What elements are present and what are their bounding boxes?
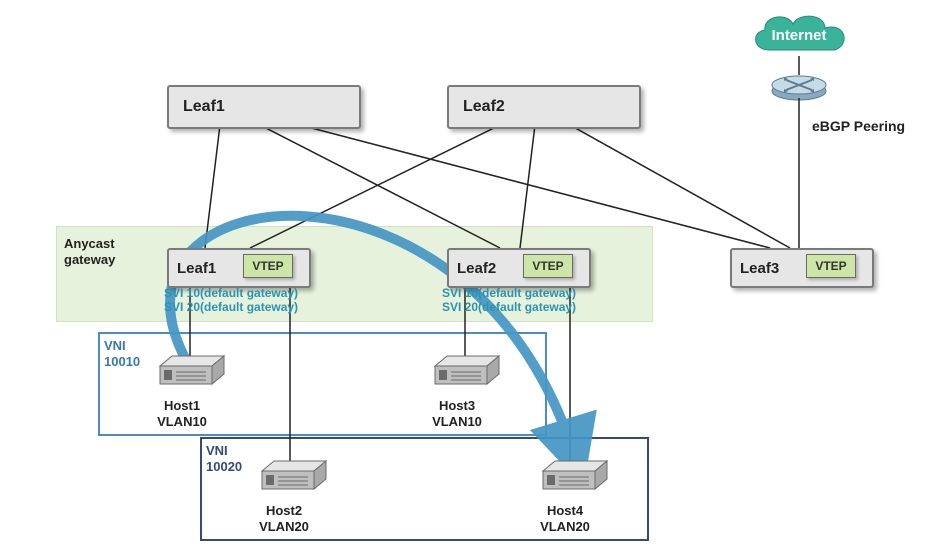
host4-vlan: VLAN20 [540,519,590,534]
leaf1-svi10: SVI 10(default gateway) [164,286,298,300]
host4-label: Host4 VLAN20 [510,503,620,536]
spine-leaf2-label: Leaf2 [463,98,505,116]
leaf2-svi10: SVI 10(default gateway) [442,286,576,300]
diagram-stage: Anycast gateway VNI 10010 VNI 10020 Inte… [0,0,945,554]
leaf1-label: Leaf1 [177,260,216,277]
host4-server-icon [535,457,610,495]
host2-vlan: VLAN20 [259,519,309,534]
leaf1-vtep-badge: VTEP [243,254,293,278]
host3-name: Host3 [439,398,475,413]
host1-name: Host1 [164,398,200,413]
host3-label: Host3 VLAN10 [402,398,512,431]
leaf2-vtep-badge: VTEP [523,254,573,278]
host4-name: Host4 [547,503,583,518]
spine-leaf2-node: Leaf2 [447,85,641,129]
host1-label: Host1 VLAN10 [127,398,237,431]
leaf1-svi20: SVI 20(default gateway) [164,300,298,314]
ebgp-peering-label: eBGP Peering [812,118,905,134]
leaf2-svi-text: SVI 10(default gateway) SVI 20(default g… [442,286,576,315]
leaf2-vtep-text: VTEP [532,259,563,273]
host3-vlan: VLAN10 [432,414,482,429]
leaf3-vtep-badge: VTEP [806,254,856,278]
leaf3-label: Leaf3 [740,260,779,277]
host1-server-icon [152,352,227,390]
host2-server-icon [254,457,329,495]
host2-name: Host2 [266,503,302,518]
vni-10010-label-l2: 10010 [104,354,140,369]
host1-vlan: VLAN10 [157,414,207,429]
internet-label: Internet [745,8,853,62]
host2-label: Host2 VLAN20 [229,503,339,536]
leaf2-svi20: SVI 20(default gateway) [442,300,576,314]
spine-leaf1-node: Leaf1 [167,85,361,129]
vni-10020-label-l2: 10020 [206,459,242,474]
leaf2-label: Leaf2 [457,260,496,277]
vni-10020-label: VNI 10020 [206,443,242,476]
leaf1-svi-text: SVI 10(default gateway) SVI 20(default g… [164,286,298,315]
vni-10010-label-l1: VNI [104,338,126,353]
spine-leaf1-label: Leaf1 [183,98,225,116]
vni-10020-label-l1: VNI [206,443,228,458]
vni-10010-label: VNI 10010 [104,338,140,371]
internet-cloud: Internet [745,8,853,62]
host3-server-icon [427,352,502,390]
leaf3-vtep-text: VTEP [815,259,846,273]
anycast-gateway-label-l2: gateway [64,252,115,267]
border-router [770,72,828,100]
anycast-gateway-label: Anycast gateway [64,236,115,269]
router-icon [770,72,828,102]
leaf1-vtep-text: VTEP [252,259,283,273]
anycast-gateway-label-l1: Anycast [64,236,115,251]
